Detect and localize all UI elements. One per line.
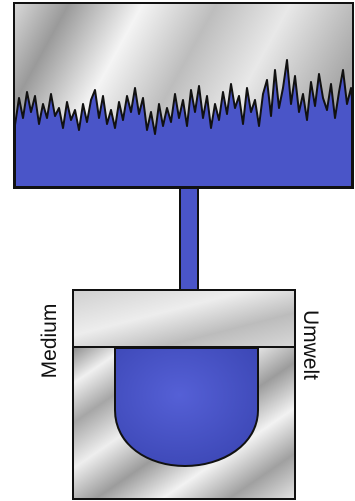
sensor-medium-chamber — [114, 347, 259, 468]
arrow-shaft — [179, 187, 199, 307]
signal-panel — [13, 2, 354, 189]
sensor-body — [72, 346, 296, 500]
sensor-cap — [72, 289, 296, 348]
noise-signal-fill — [14, 59, 353, 188]
medium-label: Medium — [38, 303, 61, 379]
umwelt-label: Umwelt — [299, 309, 322, 380]
